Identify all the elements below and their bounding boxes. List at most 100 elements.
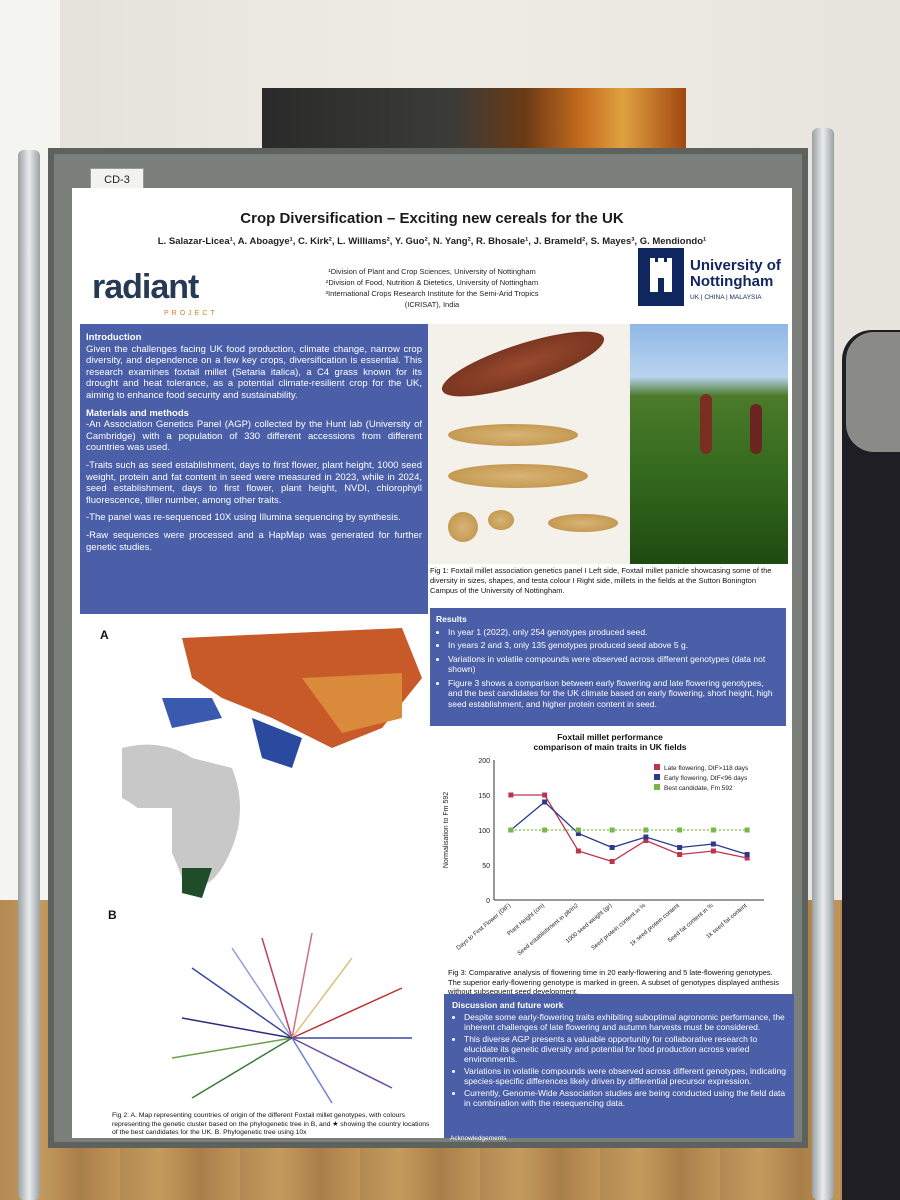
- map-panel-label: A: [100, 628, 109, 642]
- results-panel: Results In year 1 (2022), only 254 genot…: [430, 608, 786, 726]
- legend-label: Best candidate, Fm 592: [664, 785, 733, 792]
- poster-title: Crop Diversification – Exciting new cere…: [240, 210, 624, 227]
- poster-authors: L. Salazar-Licea¹, A. Aboagye¹, C. Kirk²…: [157, 236, 707, 247]
- data-point: [710, 827, 716, 833]
- fig2-caption: Fig 2: A. Map representing countries of …: [112, 1112, 430, 1136]
- result-1: In year 1 (2022), only 254 genotypes pro…: [448, 627, 780, 638]
- discussion-2: This diverse AGP presents a valuable opp…: [464, 1034, 786, 1064]
- tree-panel-label: B: [108, 908, 117, 922]
- mediterranean-shape: [162, 698, 222, 728]
- data-point: [677, 852, 683, 857]
- data-point: [677, 845, 683, 850]
- discussion-4: Currently, Genome-Wide Association studi…: [464, 1088, 786, 1108]
- panicle-red: [435, 318, 611, 410]
- data-point: [710, 848, 716, 854]
- data-point: [744, 827, 750, 833]
- origin-map: [102, 618, 428, 908]
- intro-methods-panel: Introduction Given the challenges facing…: [80, 324, 428, 614]
- method-3: -The panel was re-sequenced 10X using Il…: [86, 512, 401, 524]
- southasia-shape: [252, 718, 302, 768]
- x-tick-label: Seed protein content in %: [591, 903, 648, 952]
- legend-swatch: [654, 764, 660, 770]
- intro-heading: Introduction: [86, 332, 142, 343]
- china-shape: [302, 673, 402, 733]
- legend-swatch: [654, 784, 660, 790]
- affiliation-1: ¹Division of Plant and Crop Sciences, Un…: [328, 267, 536, 276]
- southafrica-shape: [182, 868, 212, 898]
- wall-painting: [262, 88, 686, 150]
- panicle-4: [488, 510, 514, 530]
- y-axis-label: Normalisation to Fm 592: [443, 792, 450, 868]
- data-point: [643, 827, 649, 833]
- data-point: [508, 792, 514, 798]
- university-name: University of Nottingham: [690, 257, 781, 290]
- y-tick-label: 0: [486, 898, 490, 905]
- panicle-3: [448, 512, 478, 542]
- data-point: [575, 827, 581, 833]
- data-point: [609, 845, 615, 850]
- data-point: [542, 827, 548, 833]
- data-point: [609, 859, 615, 864]
- intro-text: Given the challenges facing UK food prod…: [86, 343, 422, 401]
- board-pole-left: [18, 150, 40, 1200]
- discussion-panel: Discussion and future work Despite some …: [444, 994, 794, 1138]
- x-tick-label: Seed establishment in plt/m2: [517, 903, 580, 958]
- y-tick-label: 150: [478, 793, 490, 800]
- data-point: [542, 792, 548, 798]
- person-body: [842, 330, 900, 1200]
- chart-plot: 0 50 100 150 200 Normalisation to Fm 592 Days …: [443, 758, 764, 958]
- y-tick-label: 200: [478, 758, 490, 765]
- millet-head: [700, 394, 712, 454]
- radiant-logo-sub: PROJECT: [164, 310, 218, 317]
- data-point: [575, 831, 581, 836]
- data-point: [744, 852, 750, 857]
- affiliation-3: ³International Crops Research Institute …: [325, 289, 539, 309]
- results-heading: Results: [436, 614, 467, 624]
- discussion-3: Variations in volatile compounds were ob…: [464, 1066, 786, 1086]
- poster-affiliations: ¹Division of Plant and Crop Sciences, Un…: [312, 266, 552, 310]
- person-head: [846, 332, 900, 452]
- x-tick-label: Days to First Flower (DtF): [456, 903, 512, 952]
- panicle-2: [448, 464, 588, 488]
- millet-head-2: [750, 404, 762, 454]
- y-tick-label: 100: [478, 828, 490, 835]
- fig3-caption: Fig 3: Comparative analysis of flowering…: [448, 968, 780, 996]
- data-point: [643, 838, 649, 843]
- panicle-5: [548, 514, 618, 532]
- result-3: Variations in volatile compounds were ob…: [448, 654, 780, 675]
- data-point: [643, 834, 649, 840]
- board-pole-right: [812, 128, 834, 1200]
- y-tick-label: 50: [482, 863, 490, 870]
- legend-label: Late flowering, DtF>118 days: [664, 765, 749, 772]
- phylogenetic-tree: [132, 928, 432, 1108]
- methods-heading: Materials and methods: [86, 407, 189, 419]
- panicle-photo: [428, 318, 628, 564]
- result-4: Figure 3 shows a comparison between earl…: [448, 678, 780, 710]
- performance-chart: Foxtail millet performance comparison of…: [434, 728, 786, 968]
- series-line: [510, 801, 748, 856]
- acknowledgements-heading: Acknowledgements: [450, 1135, 507, 1142]
- africa-shape: [122, 744, 240, 886]
- chart-title-line-2: comparison of main traits in UK fields: [533, 742, 687, 752]
- data-point: [609, 827, 615, 833]
- method-4: -Raw sequences were processed and a HapM…: [86, 529, 422, 553]
- data-point: [575, 848, 581, 854]
- discussion-1: Despite some early-flowering traits exhi…: [464, 1012, 786, 1032]
- data-point: [542, 799, 548, 805]
- affiliation-2: ²Division of Food, Nutrition & Dietetics…: [325, 278, 539, 287]
- method-2: -Traits such as seed establishment, days…: [86, 459, 422, 506]
- series-line: [510, 794, 748, 863]
- data-point: [677, 827, 683, 833]
- university-campuses: UK | CHINA | MALAYSIA: [690, 294, 762, 301]
- method-1: -An Association Genetics Panel (AGP) col…: [86, 419, 422, 454]
- castle-crest-icon: [638, 248, 684, 306]
- university-logo: University of Nottingham UK | CHINA | MA…: [638, 248, 788, 306]
- panicle-1: [448, 424, 578, 446]
- legend-label: Early flowering, DtF<96 days: [664, 775, 748, 782]
- data-point: [508, 827, 514, 833]
- result-2: In years 2 and 3, only 135 genotypes pro…: [448, 640, 780, 651]
- legend-swatch: [654, 774, 660, 780]
- chart-title: Foxtail millet performance comparison of…: [434, 732, 786, 752]
- poster: Crop Diversification – Exciting new cere…: [72, 188, 794, 1142]
- data-point: [710, 841, 716, 847]
